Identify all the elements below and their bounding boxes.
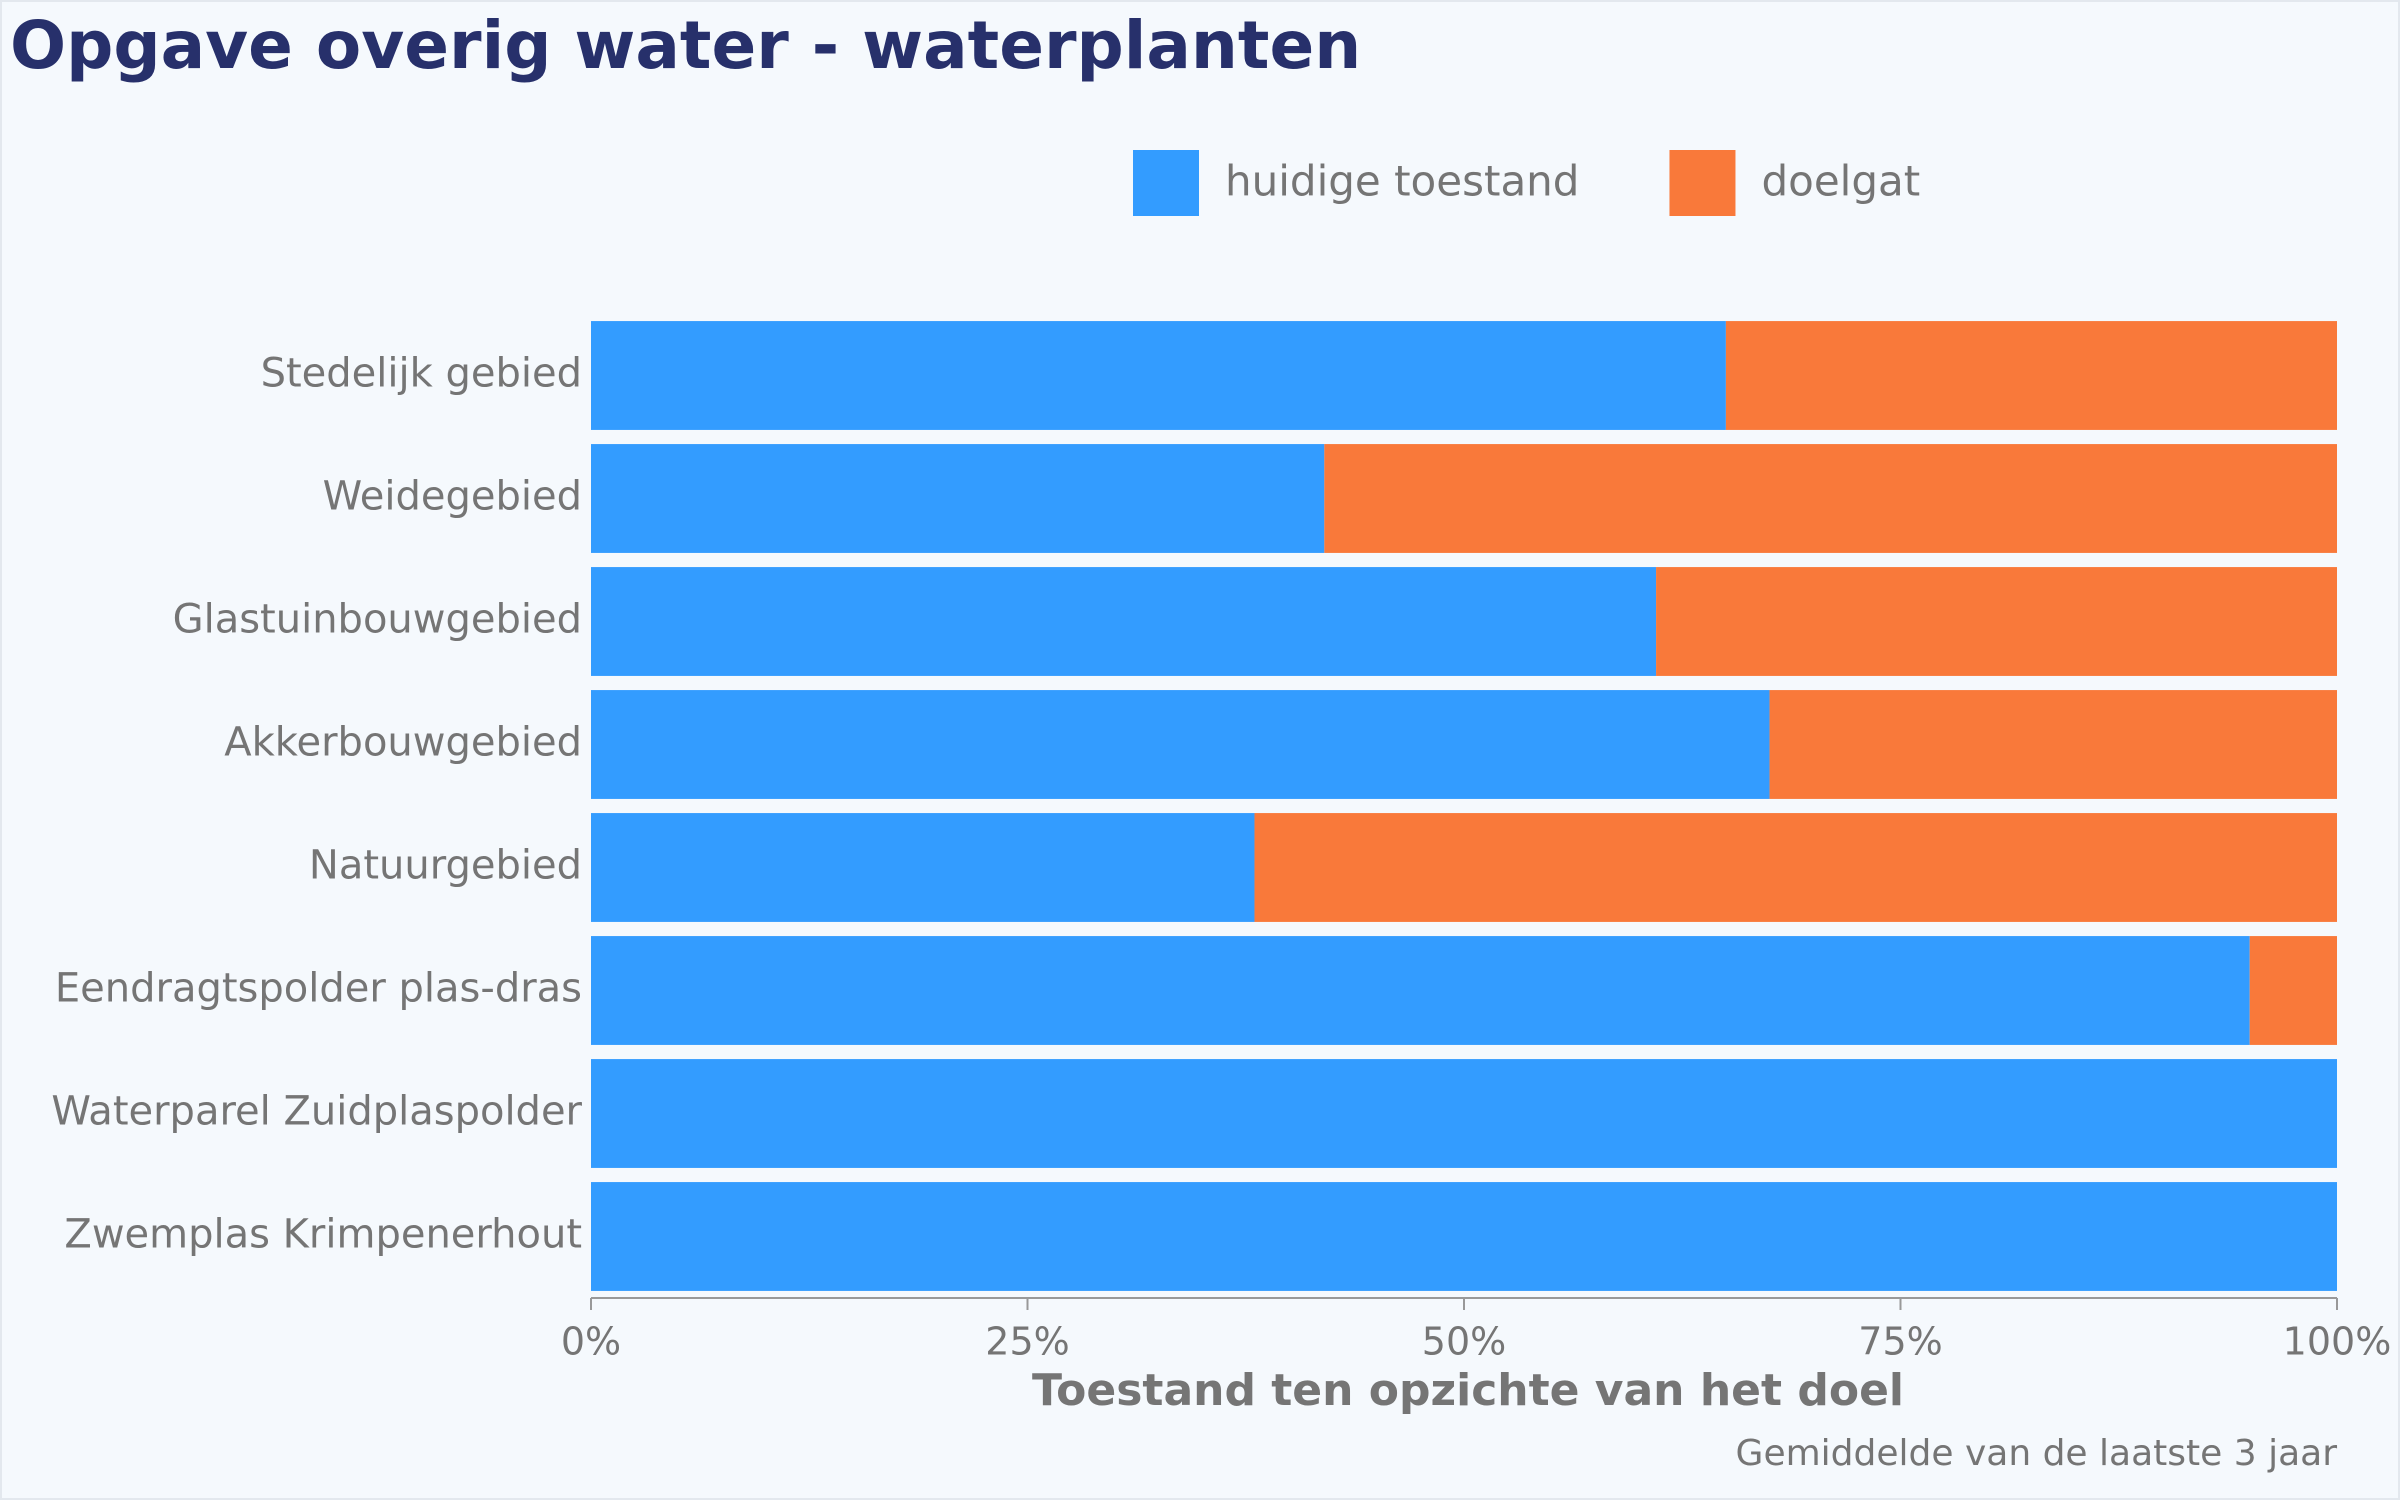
y-tick-label: Glastuinbouwgebied (173, 597, 582, 643)
legend-label: doelgat (1761, 157, 1920, 206)
bar-segment (1254, 813, 2337, 922)
y-tick-label: Weidegebied (323, 474, 582, 520)
legend-swatch (1133, 150, 1199, 216)
x-tick-label: 100% (2283, 1320, 2392, 1364)
bar-segment (1656, 567, 2337, 676)
x-axis-title: Toestand ten opzichte van het doel (1032, 1365, 1904, 1416)
bar-segment (591, 813, 1255, 922)
y-tick-label: Waterparel Zuidplaspolder (51, 1089, 582, 1135)
legend-label: huidige toestand (1225, 157, 1579, 206)
bar-segment (1769, 690, 2337, 799)
bar-segment (591, 690, 1770, 799)
caption: Gemiddelde van de laatste 3 jaar (1736, 1433, 2338, 1474)
bar-segment (591, 1182, 2337, 1291)
chart-title: Opgave overig water - waterplanten (10, 7, 1361, 84)
x-tick-label: 75% (1858, 1320, 1942, 1364)
y-tick-label: Eendragtspolder plas-dras (55, 966, 582, 1012)
bar-segment (591, 567, 1657, 676)
y-tick-label: Stedelijk gebied (261, 351, 582, 397)
x-tick-label: 0% (561, 1320, 621, 1364)
bar-segment (591, 321, 1726, 430)
bar-segment (591, 936, 2250, 1045)
bar-segment (1725, 321, 2337, 430)
bar-segment (591, 1059, 2337, 1168)
bar-segment (2249, 936, 2337, 1045)
y-tick-label: Natuurgebied (309, 843, 582, 889)
x-tick-label: 25% (985, 1320, 1069, 1364)
bar-segment (1324, 444, 2337, 553)
x-tick-label: 50% (1422, 1320, 1506, 1364)
legend-swatch (1669, 150, 1736, 216)
y-tick-label: Zwemplas Krimpenerhout (64, 1212, 582, 1258)
y-tick-label: Akkerbouwgebied (224, 720, 582, 766)
bar-segment (591, 444, 1325, 553)
